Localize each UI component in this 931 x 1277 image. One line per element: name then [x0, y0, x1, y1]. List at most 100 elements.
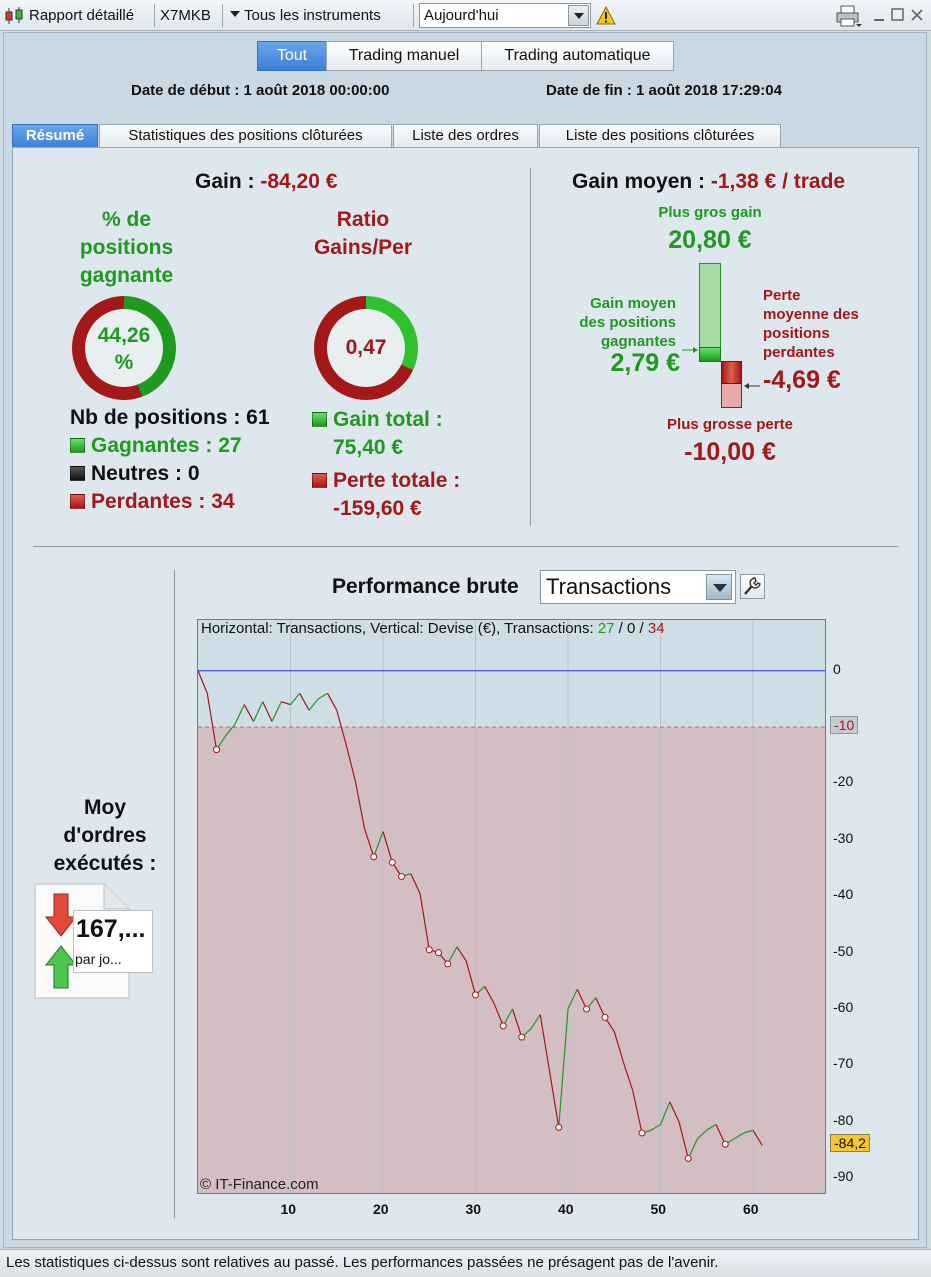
- series-segment: [262, 701, 273, 722]
- data-point: [499, 1022, 507, 1030]
- series-segment: [198, 670, 208, 694]
- y-tick-label: -60: [833, 998, 854, 1015]
- tab-closed-positions[interactable]: Liste des positions clôturées: [539, 124, 781, 148]
- warning-icon[interactable]: [596, 5, 616, 25]
- data-point: [721, 1140, 729, 1148]
- series-segment: [252, 701, 264, 722]
- total-loss-label: Perte totale :: [333, 469, 461, 492]
- separator: [222, 4, 223, 27]
- arrow-left-icon: [744, 378, 760, 389]
- series-segment: [632, 1090, 643, 1134]
- close-icon[interactable]: [910, 8, 924, 22]
- avg-win-label: Gain moyen des positions gagnantes: [560, 294, 676, 351]
- series-segment: [345, 743, 356, 781]
- filter-all[interactable]: Tout: [257, 41, 327, 71]
- orders-label-line: exécutés :: [53, 852, 157, 875]
- data-point: [518, 1033, 526, 1041]
- average-gain: Gain moyen : -1,38 € / trade: [572, 170, 845, 194]
- data-point: [370, 853, 378, 861]
- avg-loss-label-line: moyenne des: [763, 306, 859, 323]
- series-segment: [734, 1132, 745, 1140]
- section-divider: [530, 168, 531, 526]
- ratio-title-line: Gains/Per: [313, 236, 413, 259]
- chart-watermark: © IT-Finance.com: [200, 1176, 319, 1193]
- series-segment: [281, 701, 291, 706]
- green-square-icon: [312, 412, 327, 427]
- chevron-down-icon[interactable]: [706, 574, 732, 600]
- series-segment: [336, 710, 347, 745]
- loss-zone: [198, 727, 825, 1193]
- series-segment: [271, 701, 282, 722]
- separator: [154, 4, 155, 27]
- neutral-row: Neutres : 0: [70, 462, 200, 486]
- series-segment: [687, 1138, 699, 1159]
- performance-chart[interactable]: Horizontal: Transactions, Vertical: Devi…: [197, 619, 826, 1194]
- data-point: [388, 858, 396, 866]
- series-segment: [493, 1003, 504, 1027]
- period-select[interactable]: Aujourd'hui: [419, 3, 591, 28]
- series-segment: [456, 946, 467, 962]
- series-segment: [650, 1124, 661, 1131]
- chart-header-loss: 34: [647, 620, 665, 637]
- donut-center: [327, 309, 405, 387]
- avg-win-value: 2,79 €: [610, 349, 680, 377]
- wrench-icon[interactable]: [740, 574, 765, 599]
- series-segment: [317, 692, 328, 700]
- y-tick-label: -30: [833, 829, 854, 846]
- data-point: [398, 872, 405, 880]
- black-square-icon: [70, 466, 85, 481]
- account-label[interactable]: X7MKB: [160, 7, 211, 24]
- status-bar: Les statistiques ci-dessus sont relative…: [0, 1249, 931, 1277]
- period-select-value: Aujourd'hui: [424, 7, 499, 24]
- chart-divider: [174, 570, 175, 1218]
- print-icon[interactable]: [834, 4, 862, 28]
- maximize-icon[interactable]: [891, 8, 905, 22]
- ratio-title-line: Ratio: [336, 208, 390, 231]
- data-point: [444, 960, 452, 968]
- minimize-icon[interactable]: [873, 8, 885, 22]
- red-square-icon: [312, 473, 327, 488]
- orders-label: Moy d'ordres exécutés :: [30, 794, 180, 878]
- avg-win-label-line: Gain moyen: [590, 295, 676, 312]
- data-point: [638, 1129, 646, 1137]
- losers-label: Perdantes : 34: [91, 490, 235, 513]
- performance-mode-value: Transactions: [546, 574, 672, 599]
- series-segment: [410, 873, 421, 894]
- instruments-dropdown[interactable]: Tous les instruments: [230, 0, 381, 31]
- ratio-title: Ratio Gains/Per: [308, 206, 418, 262]
- series-segment: [206, 693, 218, 750]
- series-segment: [382, 831, 393, 863]
- biggest-loss-label: Plus grosse perte: [667, 416, 793, 433]
- tab-orders[interactable]: Liste des ordres: [393, 124, 538, 148]
- chevron-down-icon[interactable]: [568, 5, 589, 26]
- filter-manual[interactable]: Trading manuel: [326, 41, 482, 71]
- gain-value: -84,20 €: [260, 170, 338, 193]
- filter-automatic[interactable]: Trading automatique: [481, 41, 674, 71]
- tab-summary[interactable]: Résumé: [12, 124, 98, 148]
- y-tick-label: -50: [833, 942, 854, 959]
- green-square-icon: [70, 438, 85, 453]
- avg-win-label-line: des positions: [579, 314, 676, 331]
- data-point: [435, 949, 442, 957]
- chart-header-sep: /: [635, 620, 648, 637]
- series-segment: [326, 692, 338, 711]
- separator: [413, 4, 414, 27]
- gain-label: Gain :: [195, 170, 261, 193]
- average-gain-label: Gain moyen :: [572, 170, 711, 193]
- win-pct-title-line: % de: [101, 208, 151, 231]
- data-point: [213, 746, 220, 754]
- series-segment: [419, 893, 430, 950]
- biggest-gain-value: 20,80 €: [668, 226, 752, 254]
- average-gain-value: -1,38 € / trade: [710, 170, 846, 193]
- donut-center: [85, 309, 163, 387]
- x-tick-label: 30: [465, 1201, 482, 1217]
- horizontal-divider: [33, 546, 898, 547]
- total-loss: Perte totale : -159,60 €: [312, 467, 460, 523]
- performance-mode-select[interactable]: Transactions: [540, 570, 736, 604]
- series-segment: [622, 1062, 634, 1091]
- tab-closed-position-stats[interactable]: Statistiques des positions clôturées: [99, 124, 392, 148]
- series-segment: [484, 986, 495, 1004]
- series-segment: [697, 1129, 708, 1140]
- series-segment: [234, 704, 245, 725]
- orders-unit: par jo...: [75, 951, 122, 967]
